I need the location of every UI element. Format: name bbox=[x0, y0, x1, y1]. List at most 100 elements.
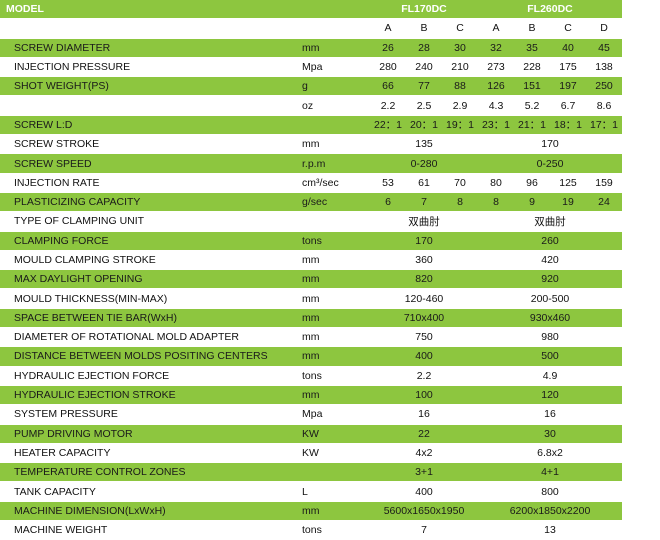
spec-value: 6 bbox=[370, 192, 406, 213]
spec-name: SCREW STROKE bbox=[0, 134, 300, 155]
spec-unit: mm bbox=[300, 385, 370, 406]
spec-unit: mm bbox=[300, 269, 370, 290]
spec-unit: mm bbox=[300, 327, 370, 348]
spec-value: 6.7 bbox=[550, 95, 586, 116]
spec-name: HYDRAULIC EJECTION STROKE bbox=[0, 385, 300, 406]
spec-value-fl170dc: 100 bbox=[370, 385, 478, 406]
spec-unit: Mpa bbox=[300, 404, 370, 425]
spec-value-fl170dc: 750 bbox=[370, 327, 478, 348]
spec-unit: KW bbox=[300, 424, 370, 444]
spec-name: INJECTION PRESSURE bbox=[0, 57, 300, 78]
spec-value: 8 bbox=[478, 192, 514, 213]
spec-value-fl260dc: 930x460 bbox=[478, 308, 623, 329]
spec-row: DIAMETER OF ROTATIONAL MOLD ADAPTER mm 750… bbox=[0, 327, 660, 348]
spec-value-fl260dc: 260 bbox=[478, 231, 623, 251]
spec-value-fl260dc: 420 bbox=[478, 250, 623, 271]
spec-row: HYDRAULIC EJECTION FORCE tons 2.2 4.9 bbox=[0, 366, 660, 386]
spec-unit: tons bbox=[300, 366, 370, 386]
spec-value-fl260dc: 500 bbox=[478, 346, 623, 367]
spec-value-fl260dc: 4.9 bbox=[478, 366, 623, 386]
spec-row: SPACE BETWEEN TIE BAR(WxH) mm 710x400 930x4… bbox=[0, 308, 660, 329]
spec-value-fl260dc: 0-250 bbox=[478, 153, 623, 174]
sub-header-cell: C bbox=[442, 18, 478, 39]
spec-row: PLASTICIZING CAPACITY g/sec 6 7 8 8 9 19 24 bbox=[0, 192, 660, 213]
spec-value: 22：1 bbox=[370, 115, 406, 136]
spec-value-fl170dc: 710x400 bbox=[370, 308, 478, 329]
spec-value: 4.3 bbox=[478, 95, 514, 116]
spec-row: INJECTION RATE cm³/sec 53 61 70 80 96 125 159 bbox=[0, 173, 660, 193]
spec-value-fl260dc: 16 bbox=[478, 404, 623, 425]
spec-name: CLAMPING FORCE bbox=[0, 231, 300, 251]
spec-value: 273 bbox=[478, 57, 514, 78]
spec-row: TEMPERATURE CONTROL ZONES 3+1 4+1 bbox=[0, 462, 660, 483]
spec-value-fl170dc: 2.2 bbox=[370, 366, 478, 386]
model-fl260dc: FL260DC bbox=[478, 0, 623, 20]
spec-name: SCREW SPEED bbox=[0, 153, 300, 174]
spec-value-fl170dc: 16 bbox=[370, 404, 478, 425]
spec-unit: tons bbox=[300, 520, 370, 540]
spec-name: MOULD CLAMPING STROKE bbox=[0, 250, 300, 271]
sub-header-cell: D bbox=[586, 18, 623, 39]
spec-value: 280 bbox=[370, 57, 406, 78]
spec-name: INJECTION RATE bbox=[0, 173, 300, 193]
sub-header-name-cell bbox=[0, 18, 300, 39]
spec-row: INJECTION PRESSURE Mpa 280 240 210 273 228 175 1… bbox=[0, 57, 660, 78]
spec-value: 126 bbox=[478, 76, 514, 97]
spec-name: MOULD THICKNESS(MIN-MAX) bbox=[0, 288, 300, 309]
spec-value: 240 bbox=[406, 57, 442, 78]
spec-row: SCREW SPEED r.p.m 0-280 0-250 bbox=[0, 153, 660, 174]
spec-value: 40 bbox=[550, 38, 586, 58]
spec-value-fl260dc: 920 bbox=[478, 269, 623, 290]
spec-unit: mm bbox=[300, 346, 370, 367]
spec-value-fl170dc: 5600x1650x1950 bbox=[370, 501, 478, 522]
spec-unit: tons bbox=[300, 231, 370, 251]
spec-unit: KW bbox=[300, 443, 370, 464]
sub-header-cell: C bbox=[550, 18, 586, 39]
spec-value: 88 bbox=[442, 76, 478, 97]
spec-value-fl170dc: 820 bbox=[370, 269, 478, 290]
spec-name: SCREW DIAMETER bbox=[0, 38, 300, 58]
spec-value: 2.2 bbox=[370, 95, 406, 116]
spec-value-fl170dc: 4x2 bbox=[370, 443, 478, 464]
spec-unit: g bbox=[300, 76, 370, 97]
spec-name: TYPE OF CLAMPING UNIT bbox=[0, 211, 300, 232]
header-unit-cell bbox=[300, 0, 370, 20]
spec-value: 8.6 bbox=[586, 95, 623, 116]
spec-value: 32 bbox=[478, 38, 514, 58]
spec-row: MACHINE DIMENSION(LxWxH) mm 5600x1650x1950… bbox=[0, 501, 660, 522]
spec-value: 197 bbox=[550, 76, 586, 97]
spec-row: HYDRAULIC EJECTION STROKE mm 100 120 bbox=[0, 385, 660, 406]
spec-value: 210 bbox=[442, 57, 478, 78]
spec-value: 18：1 bbox=[550, 115, 586, 136]
model-fl170dc: FL170DC bbox=[370, 0, 478, 20]
spec-value-fl260dc: 4+1 bbox=[478, 462, 623, 483]
spec-row: TYPE OF CLAMPING UNIT 双曲肘 双曲肘 bbox=[0, 211, 660, 232]
spec-unit: mm bbox=[300, 501, 370, 522]
spec-value: 23：1 bbox=[478, 115, 514, 136]
spec-value-fl170dc: 400 bbox=[370, 481, 478, 502]
spec-name bbox=[0, 95, 300, 116]
spec-value: 17：1 bbox=[586, 115, 623, 136]
spec-value-fl170dc: 22 bbox=[370, 424, 478, 444]
spec-value: 26 bbox=[370, 38, 406, 58]
spec-unit: mm bbox=[300, 308, 370, 329]
spec-value: 45 bbox=[586, 38, 623, 58]
spec-unit: mm bbox=[300, 288, 370, 309]
spec-value: 53 bbox=[370, 173, 406, 193]
spec-row: SYSTEM PRESSURE Mpa 16 16 bbox=[0, 404, 660, 425]
spec-unit: Mpa bbox=[300, 57, 370, 78]
spec-value: 9 bbox=[514, 192, 550, 213]
spec-value: 80 bbox=[478, 173, 514, 193]
sub-header-row: A B C A B C D bbox=[0, 18, 660, 39]
sub-header-cell: B bbox=[514, 18, 550, 39]
spec-value-fl260dc: 980 bbox=[478, 327, 623, 348]
spec-value: 30 bbox=[442, 38, 478, 58]
spec-value: 138 bbox=[586, 57, 623, 78]
spec-unit: L bbox=[300, 481, 370, 502]
spec-name: SCREW L:D bbox=[0, 115, 300, 136]
spec-value: 21：1 bbox=[514, 115, 550, 136]
spec-name: PUMP DRIVING MOTOR bbox=[0, 424, 300, 444]
spec-row: MOULD CLAMPING STROKE mm 360 420 bbox=[0, 250, 660, 271]
spec-name: PLASTICIZING CAPACITY bbox=[0, 192, 300, 213]
spec-value: 175 bbox=[550, 57, 586, 78]
